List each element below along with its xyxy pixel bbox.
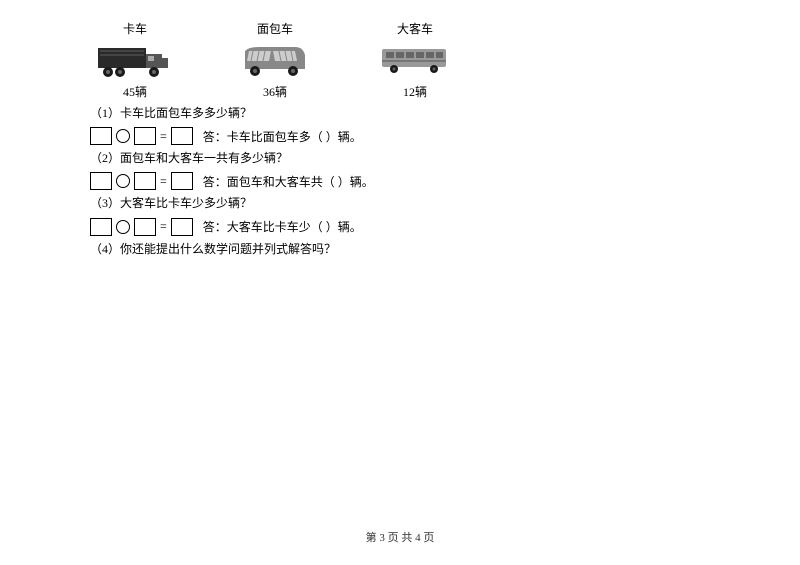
blank-box[interactable]: [134, 127, 156, 145]
vehicle-header-row: 卡车 45辆 面包车: [90, 20, 710, 100]
truck-label: 卡车: [123, 20, 147, 37]
operator-circle[interactable]: [116, 174, 130, 188]
truck-count: 45辆: [123, 83, 147, 100]
truck-image: [95, 41, 175, 79]
van-count: 36辆: [263, 83, 287, 100]
van-image: [235, 41, 315, 79]
bus-label: 大客车: [397, 20, 433, 37]
answer-1: 答：卡车比面包车多（ ）辆。: [203, 128, 362, 145]
vehicle-col-truck: 卡车 45辆: [90, 20, 180, 100]
answer-3: 答：大客车比卡车少（ ）辆。: [203, 218, 362, 235]
page-footer: 第 3 页 共 4 页: [0, 529, 800, 545]
question-2: （2）面包车和大客车一共有多少辆？: [90, 149, 710, 168]
worksheet-content: 卡车 45辆 面包车: [0, 0, 800, 283]
blank-box[interactable]: [90, 127, 112, 145]
truck-icon: [96, 42, 174, 78]
bus-icon: [378, 45, 452, 75]
operator-circle[interactable]: [116, 129, 130, 143]
operator-circle[interactable]: [116, 220, 130, 234]
question-1: （1）卡车比面包车多多少辆？: [90, 104, 710, 123]
vehicle-col-van: 面包车 36辆: [230, 20, 320, 100]
equation-1: = 答：卡车比面包车多（ ）辆。: [90, 127, 710, 145]
blank-box[interactable]: [134, 218, 156, 236]
bus-count: 12辆: [403, 83, 427, 100]
answer-2: 答：面包车和大客车共（ ）辆。: [203, 173, 374, 190]
blank-box[interactable]: [134, 172, 156, 190]
van-label: 面包车: [257, 20, 293, 37]
equation-2: = 答：面包车和大客车共（ ）辆。: [90, 172, 710, 190]
question-4: （4）你还能提出什么数学问题并列式解答吗？: [90, 240, 710, 259]
question-3: （3）大客车比卡车少多少辆？: [90, 194, 710, 213]
blank-box[interactable]: [171, 127, 193, 145]
bus-image: [375, 41, 455, 79]
blank-box[interactable]: [90, 172, 112, 190]
equals-sign: =: [160, 174, 167, 189]
van-icon: [239, 43, 311, 77]
blank-box[interactable]: [171, 218, 193, 236]
vehicle-col-bus: 大客车 12辆: [370, 20, 460, 100]
blank-box[interactable]: [90, 218, 112, 236]
blank-box[interactable]: [171, 172, 193, 190]
equation-3: = 答：大客车比卡车少（ ）辆。: [90, 218, 710, 236]
equals-sign: =: [160, 129, 167, 144]
equals-sign: =: [160, 219, 167, 234]
